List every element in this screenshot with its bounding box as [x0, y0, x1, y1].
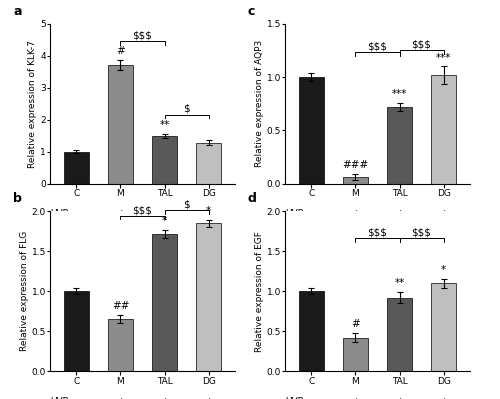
Text: ##: ##: [112, 301, 129, 311]
Text: +: +: [440, 209, 448, 218]
Bar: [344, 338, 367, 371]
Text: c: c: [248, 4, 256, 18]
Text: *: *: [206, 206, 211, 216]
Bar: [64, 152, 88, 184]
Text: TAL(μg/ml): TAL(μg/ml): [286, 225, 334, 234]
Bar: [432, 75, 456, 184]
Text: $: $: [183, 104, 190, 114]
Text: -: -: [310, 209, 313, 218]
Text: b: b: [13, 192, 22, 205]
Text: +: +: [205, 225, 212, 234]
Bar: [196, 223, 220, 371]
Text: a: a: [13, 4, 22, 18]
Text: -: -: [310, 397, 313, 399]
Text: +: +: [116, 209, 124, 218]
Text: UVB: UVB: [50, 397, 69, 399]
Text: +: +: [352, 397, 359, 399]
Bar: [108, 65, 132, 184]
Text: $$$: $$$: [368, 227, 388, 237]
Text: ***: ***: [436, 53, 452, 63]
Text: UVB: UVB: [50, 209, 69, 218]
Text: +: +: [161, 209, 168, 218]
Text: +: +: [161, 225, 168, 234]
Text: +: +: [396, 397, 404, 399]
Text: $$$: $$$: [412, 227, 432, 237]
Bar: [388, 107, 411, 184]
Bar: [152, 136, 176, 184]
Text: **: **: [160, 120, 170, 130]
Y-axis label: Relative expression of FLG: Relative expression of FLG: [20, 231, 28, 352]
Bar: [344, 177, 367, 184]
Y-axis label: Relative expression of KLK-7: Relative expression of KLK-7: [28, 40, 38, 168]
Text: UVB: UVB: [286, 397, 304, 399]
Text: $$$: $$$: [412, 40, 432, 49]
Text: ***: ***: [392, 89, 407, 99]
Text: +: +: [205, 397, 212, 399]
Text: -: -: [354, 225, 357, 234]
Text: d: d: [248, 192, 257, 205]
Bar: [432, 283, 456, 371]
Bar: [300, 291, 324, 371]
Text: #: #: [116, 46, 125, 56]
Y-axis label: Relative expression of EGF: Relative expression of EGF: [254, 231, 264, 352]
Text: ###: ###: [342, 160, 368, 170]
Text: -: -: [119, 225, 122, 234]
Bar: [196, 143, 220, 184]
Text: TAL(μg/ml): TAL(μg/ml): [50, 225, 99, 234]
Text: +: +: [352, 209, 359, 218]
Text: -: -: [75, 209, 78, 218]
Text: *: *: [162, 216, 167, 226]
Text: +: +: [396, 225, 404, 234]
Bar: [300, 77, 324, 184]
Text: +: +: [205, 209, 212, 218]
Text: *: *: [441, 265, 446, 275]
Text: +: +: [116, 397, 124, 399]
Text: $$$: $$$: [132, 30, 152, 40]
Bar: [108, 319, 132, 371]
Y-axis label: Relative expression of AQP3: Relative expression of AQP3: [254, 40, 264, 167]
Text: UVB: UVB: [286, 209, 304, 218]
Text: -: -: [75, 225, 78, 234]
Text: $: $: [183, 200, 190, 209]
Text: +: +: [161, 397, 168, 399]
Text: **: **: [394, 278, 404, 288]
Text: +: +: [440, 225, 448, 234]
Text: -: -: [310, 225, 313, 234]
Text: +: +: [396, 209, 404, 218]
Text: $$$: $$$: [132, 205, 152, 215]
Bar: [388, 298, 411, 371]
Bar: [64, 291, 88, 371]
Text: $$$: $$$: [368, 41, 388, 51]
Text: +: +: [440, 397, 448, 399]
Text: -: -: [75, 397, 78, 399]
Bar: [152, 234, 176, 371]
Text: #: #: [351, 319, 360, 329]
